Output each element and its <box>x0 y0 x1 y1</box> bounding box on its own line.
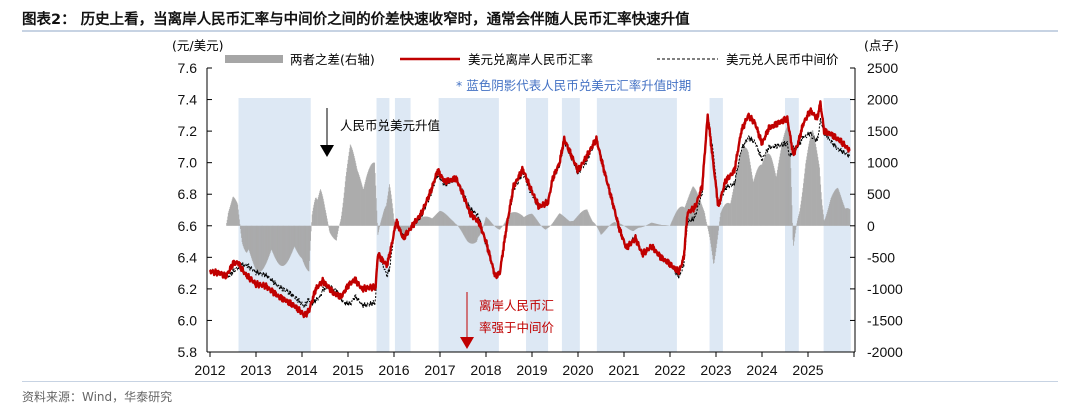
x-tick-label: 2020 <box>562 362 593 378</box>
legend-label-cnh: 美元兑离岸人民币汇率 <box>468 52 593 67</box>
series-line-cnh <box>208 100 851 319</box>
right-tick-label: -1500 <box>867 312 903 328</box>
appreciation-shade <box>394 98 411 352</box>
right-tick-label: 1500 <box>867 123 898 139</box>
appreciation-shade <box>596 98 677 352</box>
x-tick-label: 2022 <box>654 362 685 378</box>
legend-label-mid: 美元兑人民币中间价 <box>726 52 839 67</box>
right-tick-label: -1000 <box>867 281 903 297</box>
right-tick-label: -2000 <box>867 344 903 360</box>
x-tick-label: 2012 <box>194 362 225 378</box>
legend-label-spread: 两者之差(右轴) <box>290 52 375 67</box>
right-tick-label: 500 <box>867 186 891 202</box>
source-note: 资料来源：Wind，华泰研究 <box>22 390 173 404</box>
shading-note: * 蓝色阴影代表人民币兑美元汇率升值时期 <box>456 78 691 93</box>
right-axis-unit: (点子) <box>864 38 899 53</box>
left-tick-label: 6.8 <box>178 186 198 202</box>
left-tick-label: 6.2 <box>178 281 198 297</box>
x-tick-label: 2016 <box>378 362 409 378</box>
x-tick-label: 2025 <box>792 362 823 378</box>
left-axis-unit: (元/美元) <box>172 38 223 53</box>
left-tick-label: 7.6 <box>178 60 198 76</box>
left-tick-label: 6.6 <box>178 218 198 234</box>
x-tick-label: 2015 <box>332 362 363 378</box>
right-tick-label: -500 <box>867 249 895 265</box>
annotation-appreciation: 人民币兑美元升值 <box>320 108 440 157</box>
svg-text:离岸人民币汇: 离岸人民币汇 <box>479 298 554 313</box>
x-tick-label: 2023 <box>700 362 731 378</box>
right-tick-label: 0 <box>867 218 875 234</box>
title-divider <box>22 30 1058 32</box>
annotation-cnh-stronger: 离岸人民币汇 率强于中间价 <box>460 292 555 349</box>
x-tick-label: 2024 <box>746 362 777 378</box>
left-tick-label: 7.0 <box>178 155 198 171</box>
arrow-down-icon <box>460 337 474 349</box>
left-tick-label: 6.0 <box>178 312 198 328</box>
arrow-down-icon <box>320 145 334 157</box>
left-tick-label: 7.2 <box>178 123 198 139</box>
figure-title: 图表2： 历史上看，当离岸人民币汇率与中间价之间的价差快速收窄时，通常会伴随人民… <box>22 12 690 28</box>
x-tick-label: 2013 <box>240 362 271 378</box>
left-tick-label: 5.8 <box>178 344 198 360</box>
svg-text:人民币兑美元升值: 人民币兑美元升值 <box>340 118 440 133</box>
right-tick-label: 1000 <box>867 155 898 171</box>
series-line-mid <box>209 113 850 308</box>
left-tick-label: 7.4 <box>178 92 198 108</box>
legend-swatch-spread <box>225 55 283 63</box>
svg-text:率强于中间价: 率强于中间价 <box>479 320 555 335</box>
footer-divider <box>22 381 1058 382</box>
left-tick-label: 6.4 <box>178 249 198 265</box>
x-tick-label: 2019 <box>516 362 547 378</box>
right-tick-label: 2500 <box>867 60 898 76</box>
x-tick-label: 2021 <box>608 362 639 378</box>
right-tick-label: 2000 <box>867 92 898 108</box>
x-tick-label: 2014 <box>286 362 317 378</box>
x-tick-label: 2018 <box>470 362 501 378</box>
x-tick-label: 2017 <box>424 362 455 378</box>
